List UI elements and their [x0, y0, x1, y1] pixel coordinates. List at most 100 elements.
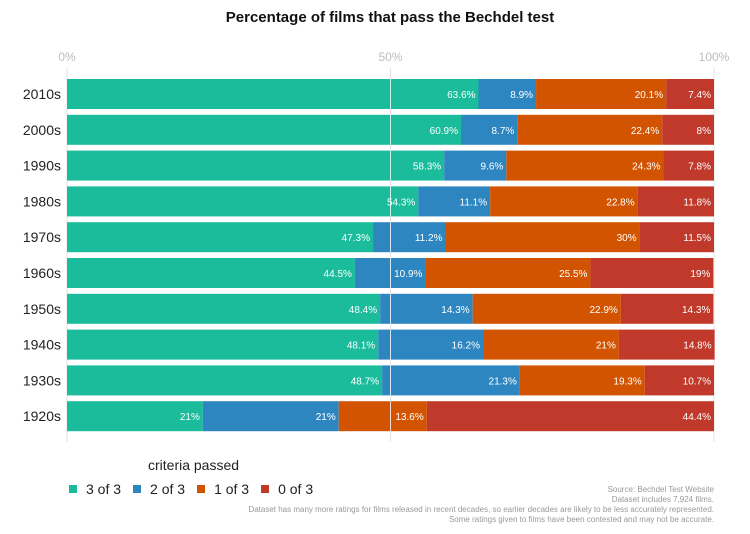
bar-data-label: 21%	[316, 412, 336, 423]
bar-segment	[202, 401, 339, 432]
bar-segment	[67, 401, 203, 432]
bar-data-label: 44.4%	[683, 412, 711, 423]
note-source: Source: Bechdel Test Website	[607, 485, 714, 494]
y-category-label: 1970s	[23, 229, 61, 245]
bar-data-label: 14.3%	[682, 305, 710, 316]
bar-segment	[644, 365, 714, 396]
bar-segment	[637, 186, 714, 217]
bar-segment	[67, 293, 381, 324]
bar-segment	[67, 186, 419, 217]
bar-segment	[620, 293, 714, 324]
bar-data-label: 47.3%	[342, 233, 370, 244]
bar-segment	[380, 293, 473, 324]
bar-segment	[461, 114, 518, 145]
bar-data-label: 48.1%	[347, 341, 375, 352]
bar-segment	[426, 401, 714, 432]
bar-data-label: 10.9%	[394, 269, 422, 280]
y-category-label: 1980s	[23, 193, 61, 209]
bar-data-label: 21%	[596, 341, 616, 352]
bar-data-label: 24.3%	[632, 162, 660, 173]
bar-segment	[663, 150, 714, 181]
legend-swatch	[133, 485, 142, 493]
note-contested: Some ratings given to films have been co…	[448, 515, 714, 524]
bar-segment	[67, 365, 383, 396]
bar-data-label: 8%	[697, 126, 712, 137]
bar-segment	[506, 150, 664, 181]
stacked-bar-chart: 0% 50% 100% 2010s 63.6% 8.9% 20.1% 7.4% 2000s 60.…	[23, 50, 730, 442]
bar-data-label: 44.5%	[324, 269, 352, 280]
legend-swatch	[197, 485, 206, 493]
y-category-label: 1920s	[23, 408, 61, 424]
bar-data-label: 20.1%	[635, 90, 663, 101]
bar-data-label: 21%	[180, 412, 200, 423]
bar-segment	[338, 401, 427, 432]
y-category-label: 1950s	[23, 301, 61, 317]
legend-title: criteria passed	[148, 457, 240, 473]
bar-segment	[382, 365, 520, 396]
bar-segment	[490, 186, 638, 217]
bar-data-label: 21.3%	[489, 376, 517, 387]
y-category-label: 2010s	[23, 86, 61, 102]
bar-segment	[425, 258, 591, 288]
legend-item: 3 of 3	[69, 481, 121, 497]
bar-data-label: 54.3%	[387, 197, 415, 208]
x-tick-label: 100%	[699, 50, 730, 64]
bar-data-label: 13.6%	[395, 412, 423, 423]
note-dataset-size: Dataset includes 7,924 films.	[611, 495, 714, 504]
y-category-label: 1940s	[23, 337, 61, 353]
bar-data-label: 11.5%	[683, 233, 711, 244]
legend-label: 1 of 3	[214, 481, 250, 497]
bar-data-label: 16.2%	[452, 341, 480, 352]
legend: 3 of 3 2 of 3 1 of 3 0 of 3	[69, 481, 325, 497]
bar-segment	[67, 222, 374, 253]
bar-segment	[445, 222, 640, 253]
y-category-label: 1960s	[23, 265, 61, 281]
bar-data-label: 25.5%	[559, 269, 587, 280]
bar-segment	[618, 329, 715, 360]
bar-segment	[444, 150, 507, 181]
legend-label: 0 of 3	[278, 481, 314, 497]
note-recency-bias: Dataset has many more ratings for films …	[248, 505, 714, 514]
bar-segment	[472, 293, 621, 324]
chart-title: Percentage of films that pass the Bechde…	[225, 9, 555, 26]
bar-data-label: 58.3%	[413, 162, 441, 173]
bar-data-label: 60.9%	[430, 126, 458, 137]
bar-data-label: 8.9%	[510, 90, 533, 101]
y-category-label: 1990s	[23, 158, 61, 174]
legend-label: 3 of 3	[86, 481, 122, 497]
bar-data-label: 48.4%	[349, 305, 377, 316]
bar-data-label: 48.7%	[351, 376, 379, 387]
y-category-label: 1930s	[23, 372, 61, 388]
bar-segment	[418, 186, 491, 217]
bar-data-label: 22.4%	[631, 126, 659, 137]
bar-data-label: 19%	[690, 269, 710, 280]
bar-segment	[536, 79, 667, 109]
bar-segment	[639, 222, 714, 253]
legend-swatch	[69, 485, 77, 493]
legend-item: 2 of 3	[133, 481, 185, 497]
bar-data-label: 8.7%	[492, 126, 515, 137]
bar-segment	[67, 258, 355, 288]
bar-data-label: 7.4%	[688, 90, 711, 101]
bar-data-label: 14.3%	[441, 305, 469, 316]
legend-swatch	[261, 485, 270, 493]
bar-data-label: 11.1%	[460, 197, 488, 208]
bar-data-label: 7.8%	[688, 162, 711, 173]
x-tick-label: 0%	[58, 50, 76, 64]
bar-data-label: 9.6%	[481, 162, 504, 173]
bar-data-label: 22.8%	[606, 197, 634, 208]
bar-data-label: 11.8%	[683, 197, 711, 208]
legend-item: 1 of 3	[197, 481, 249, 497]
bar-segment	[67, 114, 462, 145]
bar-segment	[67, 150, 445, 181]
chart-notes: Source: Bechdel Test Website Dataset inc…	[248, 485, 714, 525]
x-tick-label: 50%	[378, 50, 402, 64]
legend-item: 0 of 3	[261, 481, 313, 497]
bar-segment	[666, 79, 714, 109]
bar-segment	[590, 258, 714, 288]
bar-data-label: 22.9%	[589, 305, 617, 316]
bar-data-label: 14.8%	[683, 341, 711, 352]
bar-data-label: 19.3%	[613, 376, 641, 387]
bar-data-label: 30%	[617, 233, 637, 244]
bar-data-label: 10.7%	[683, 376, 711, 387]
